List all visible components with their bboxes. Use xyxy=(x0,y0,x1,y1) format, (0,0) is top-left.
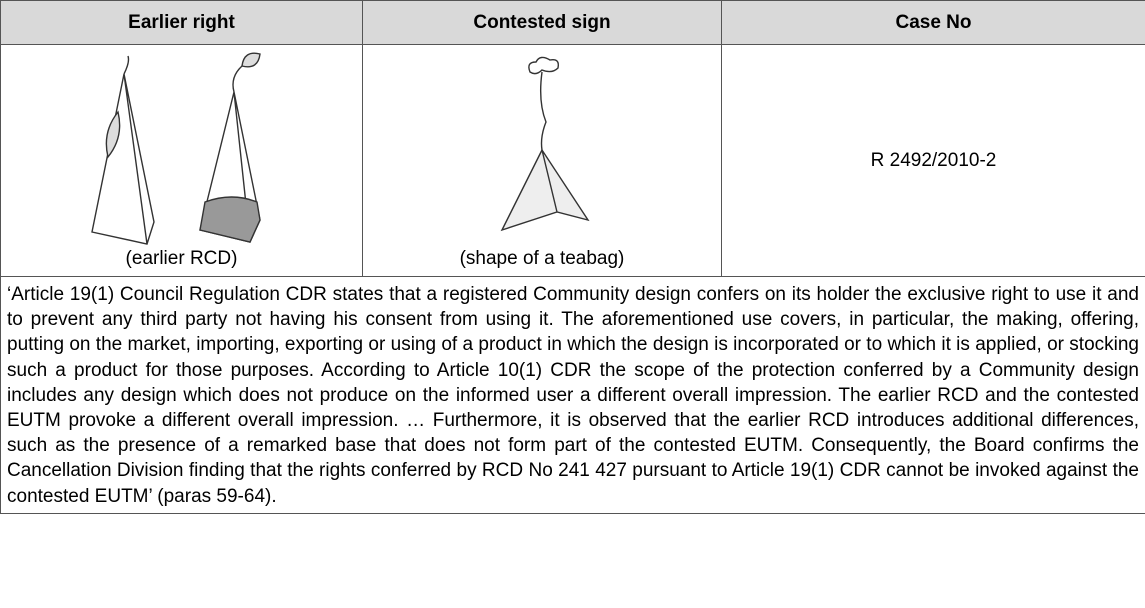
contested-sign-cell: (shape of a teabag) xyxy=(362,44,722,277)
caption: (shape of a teabag) xyxy=(459,248,625,269)
header-row: Earlier right Contested sign Case No xyxy=(0,0,1145,45)
quote-row: ‘Article 19(1) Council Regulation CDR st… xyxy=(0,276,1145,514)
image-row: (earlier RCD) (shape of a teabag) R 2492… xyxy=(0,44,1145,277)
header-cell: Case No xyxy=(721,0,1145,45)
header-cell: Contested sign xyxy=(362,0,722,45)
earlier-right-cell: (earlier RCD) xyxy=(0,44,363,277)
teabag-sketch xyxy=(500,56,590,232)
header-cell: Earlier right xyxy=(0,0,363,45)
quote-text: ‘Article 19(1) Council Regulation CDR st… xyxy=(0,276,1145,514)
earlier-rcd-sketch xyxy=(90,52,261,245)
case-table: Earlier right Contested sign Case No (ea… xyxy=(0,0,1145,514)
case-number: R 2492/2010-2 xyxy=(721,44,1145,277)
caption: (earlier RCD) xyxy=(125,248,238,269)
